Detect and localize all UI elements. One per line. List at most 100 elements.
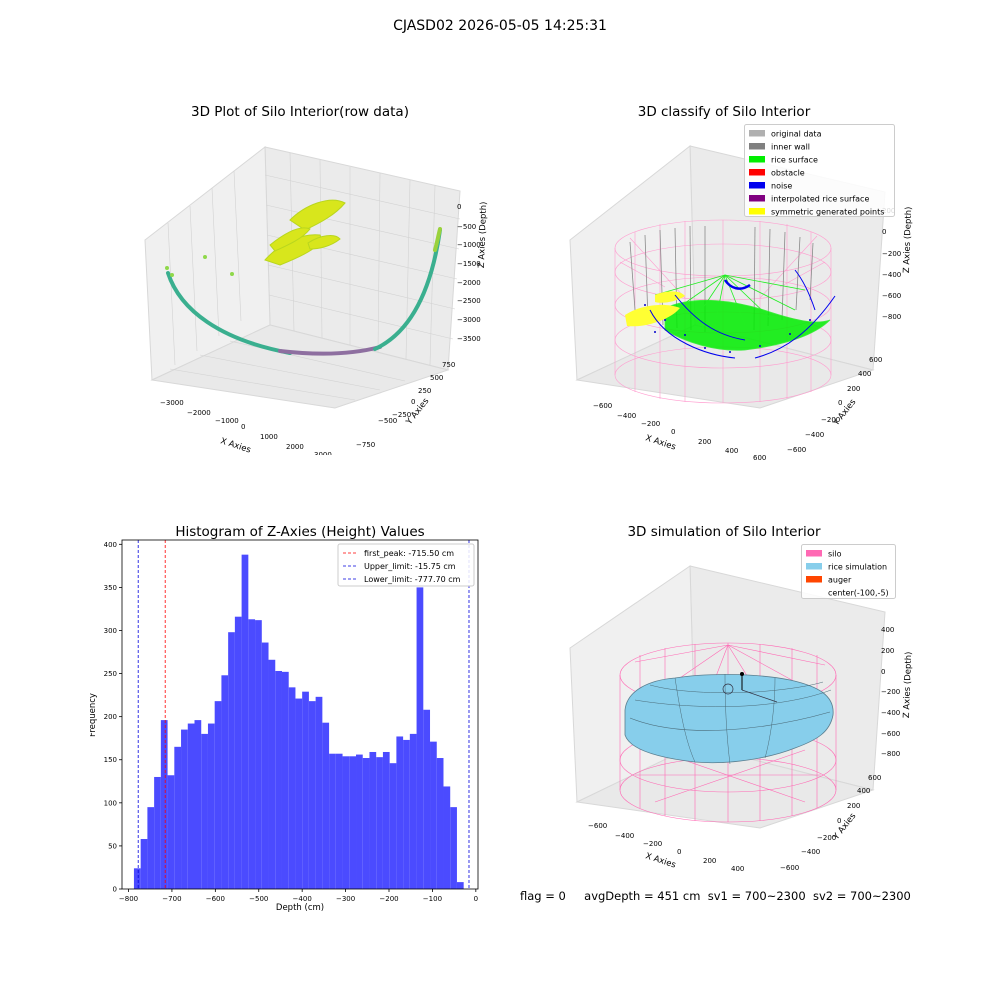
z-tick: 400 [881, 626, 894, 634]
y-tick: 200 [847, 802, 860, 810]
histogram-bar [167, 775, 175, 889]
histogram-bar [207, 723, 215, 889]
x-tick: 200 [698, 438, 711, 446]
y-tick-label: 300 [104, 627, 117, 635]
histogram-bar [416, 587, 424, 889]
classify-legend: original data inner wall rice surface obsta… [744, 124, 895, 217]
z-tick: −400 [882, 271, 901, 279]
legend-swatch [749, 169, 765, 176]
legend-swatch [806, 563, 822, 570]
x-tick: −3000 [160, 399, 184, 407]
x-tick: −200 [641, 420, 660, 428]
x-axis-label: X Axies [219, 436, 252, 455]
legend-label: silo [828, 550, 842, 559]
figure-suptitle: CJASD02 2026-05-05 14:25:31 [393, 18, 607, 34]
histogram-bar [174, 746, 182, 889]
raw-data-3d-plot: −3000 −2000 −1000 0 1000 2000 3000 X Axi… [144, 146, 489, 455]
panel1-title: 3D Plot of Silo Interior(row data) [191, 104, 409, 120]
z-tick: −2500 [457, 297, 481, 305]
auger-marker [722, 672, 778, 703]
z-tick: 0 [881, 668, 885, 676]
histogram-bar [342, 756, 350, 889]
histogram-bar [356, 754, 363, 889]
x-axis-label: X Axies [644, 851, 677, 870]
legend-swatch [749, 130, 765, 137]
histogram-bar [362, 758, 370, 889]
histogram-bar [423, 709, 431, 889]
surface-cluster [264, 199, 346, 266]
y-tick-label: 150 [104, 756, 117, 764]
histogram-bar [443, 786, 451, 889]
legend-label: noise [771, 182, 792, 191]
y-tick: 750 [442, 361, 455, 369]
legend-label: inner wall [771, 143, 810, 152]
histogram-bar [255, 620, 262, 889]
legend-label: rice simulation [828, 563, 887, 572]
legend-label: original data [771, 130, 822, 139]
x-tick-label: −300 [336, 895, 355, 903]
histogram-bar [140, 839, 148, 889]
y-ticks: −600 −400 −200 0 200 400 600 [780, 774, 881, 872]
x-tick: 0 [241, 423, 245, 431]
x-tick: 600 [753, 454, 766, 460]
status-footer: flag = 0 avgDepth = 451 cm sv1 = 700~230… [520, 889, 911, 903]
histogram-bar [295, 698, 303, 889]
noise-points [649, 269, 836, 359]
noise-dots [644, 304, 811, 353]
symmetric-points [625, 291, 685, 327]
x-tick: −600 [588, 822, 607, 830]
x-tick: 3000 [314, 451, 332, 455]
z-tick: −3500 [457, 335, 481, 343]
avg-depth-text: avgDepth = 451 cm [584, 889, 701, 903]
histogram-bar [261, 642, 269, 889]
histogram-bar [308, 701, 316, 889]
flag-text: flag = 0 [520, 889, 566, 903]
histogram-bar [382, 751, 390, 889]
y-tick-label: 400 [104, 541, 117, 549]
x-tick: 0 [677, 848, 681, 856]
histogram-bar [187, 723, 195, 889]
arc-points [166, 227, 442, 356]
x-tick: −400 [615, 832, 634, 840]
simulation-3d-plot: −600 −400 −200 0 200 400 X Axies −600 −4… [569, 565, 914, 873]
pane-3d [144, 146, 461, 409]
panel3-title: Histogram of Z-Axies (Height) Values [175, 524, 425, 540]
y-ticks: −600 −400 −200 0 200 400 600 [787, 356, 882, 454]
z-tick: −2000 [457, 279, 481, 287]
legend-swatch [806, 576, 822, 583]
histogram-legend: first_peak: -715.50 cm Upper_limit: -15.7… [337, 543, 475, 587]
y-tick: 600 [869, 356, 882, 364]
y-tick-label: 100 [104, 799, 117, 807]
y-tick: −400 [805, 431, 824, 439]
x-tick-label: −200 [379, 895, 398, 903]
x-tick: 400 [725, 447, 738, 455]
x-tick-label: 0 [474, 895, 478, 903]
sv1-text: sv1 = 700~2300 [707, 889, 806, 903]
simulation-legend: silo rice simulation auger center(-100,-5) [801, 544, 896, 599]
y-tick: 500 [430, 374, 443, 382]
histogram-bar [288, 687, 296, 889]
legend-entries: original data inner wall rice surface obsta… [749, 130, 884, 217]
legend-label: symmetric generated points [771, 208, 884, 217]
histogram-bar [194, 720, 202, 889]
y-tick: −500 [378, 417, 397, 425]
histogram-bar [389, 763, 397, 889]
y-axis-label: Y Axies [831, 811, 859, 843]
legend-label: rice surface [771, 156, 818, 165]
x-tick-label: −700 [162, 895, 181, 903]
plot-area: −800 −700 −600 −500 −400 −300 −200 −100 0 0 50 100 1… [104, 539, 479, 903]
legend-entries: silo rice simulation auger center(-100,-5) [806, 550, 889, 598]
z-tick: −200 [881, 688, 900, 696]
rice-surface-points [654, 274, 831, 351]
sv2-text: sv2 = 700~2300 [812, 889, 911, 903]
z-ticks: 400 200 0 −200 −400 −600 −800 [881, 626, 900, 758]
histogram-bar [214, 701, 222, 889]
histogram-bar [160, 720, 168, 889]
z-tick: −600 [881, 730, 900, 738]
legend-label: auger [828, 576, 852, 585]
legend-label: obstacle [771, 169, 805, 178]
histogram-bar [241, 554, 249, 889]
y-tick-label: 250 [104, 670, 117, 678]
x-tick: 0 [671, 428, 675, 436]
x-tick: −200 [643, 840, 662, 848]
